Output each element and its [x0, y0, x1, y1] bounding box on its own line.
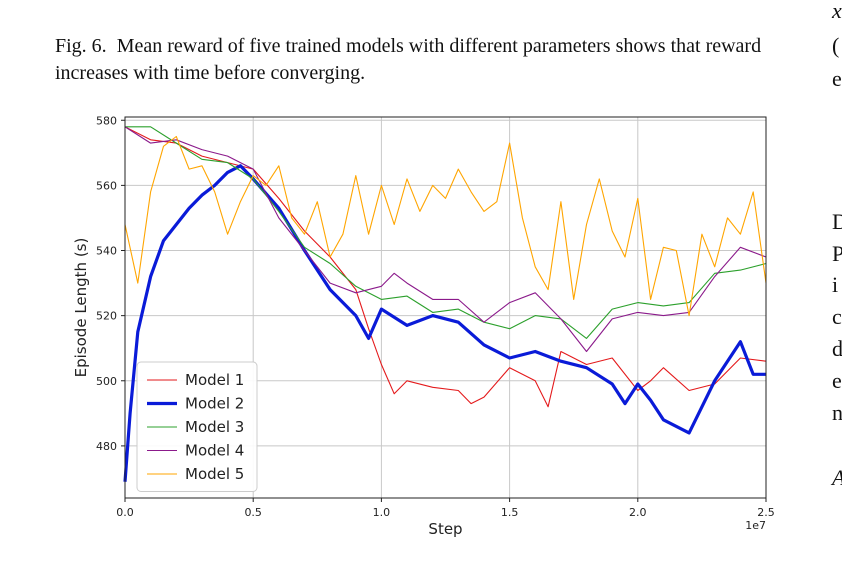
- column-fragment: c: [832, 304, 842, 329]
- figure-caption: Fig. 6. Mean reward of five trained model…: [55, 33, 795, 87]
- series-line-model-5: [124, 135, 767, 317]
- column-fragment: x: [832, 0, 842, 23]
- y-tick-label: 580: [96, 114, 117, 127]
- y-tick-label: 480: [96, 440, 117, 453]
- y-tick-label: 560: [96, 179, 117, 192]
- series-line-model-2: [123, 164, 766, 482]
- legend-label: Model 4: [185, 442, 244, 460]
- legend-box: [136, 361, 258, 492]
- series-line-model-4: [124, 126, 767, 353]
- y-tick-label: 500: [96, 375, 117, 388]
- x-tick-label: 1.5: [501, 506, 519, 519]
- column-fragment: (: [832, 33, 840, 58]
- chart-ticks: 0.0 0.5 1.0 1.5 2.0 2.5 480 500 520 540 560 580: [96, 114, 775, 519]
- x-tick-label: 0.0: [116, 506, 134, 519]
- legend-label: Model 2: [185, 395, 244, 413]
- x-tick-label: 1.0: [373, 506, 391, 519]
- x-tick-label: 2.5: [757, 506, 775, 519]
- column-fragment: e: [832, 368, 842, 393]
- y-axis-label: Episode Length (s): [72, 238, 90, 378]
- chart-series: [123, 126, 767, 482]
- column-fragment: P: [832, 241, 842, 266]
- y-tick-label: 520: [96, 310, 117, 323]
- legend-label: Model 1: [185, 371, 244, 389]
- legend-label: Model 3: [185, 418, 244, 436]
- column-fragment: n: [832, 400, 842, 425]
- column-fragment: d: [832, 336, 842, 361]
- figure-number: Fig. 6.: [55, 35, 107, 57]
- x-axis-multiplier: 1e7: [745, 519, 766, 532]
- series-line-model-3: [125, 126, 767, 339]
- column-fragment: e: [832, 66, 842, 91]
- x-tick-label: 2.0: [629, 506, 647, 519]
- plot-frame: [124, 116, 767, 499]
- column-fragment: i: [832, 272, 839, 297]
- chart-legend: Model 1 Model 2 Model 3 Model 4 Model 5: [136, 361, 258, 492]
- legend-label: Model 5: [185, 465, 244, 483]
- column-fragment: A: [832, 465, 842, 491]
- y-tick-label: 540: [96, 245, 117, 258]
- column-fragment: D: [832, 209, 842, 234]
- caption-text: Mean reward of five trained models with …: [55, 35, 762, 84]
- x-tick-label: 0.5: [244, 506, 262, 519]
- x-axis-label: Step: [428, 520, 462, 538]
